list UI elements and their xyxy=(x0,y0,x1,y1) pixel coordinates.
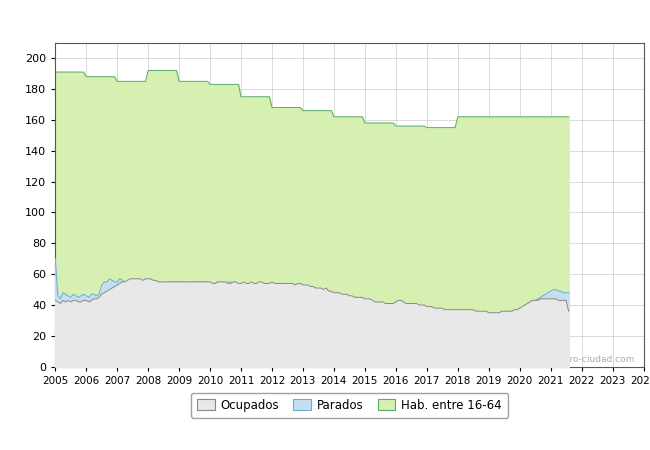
Text: http://www.foro-ciudad.com: http://www.foro-ciudad.com xyxy=(510,355,634,364)
Legend: Ocupados, Parados, Hab. entre 16-64: Ocupados, Parados, Hab. entre 16-64 xyxy=(191,393,508,418)
Text: La Masó - Evolucion de la poblacion en edad de Trabajar Mayo de 2024: La Masó - Evolucion de la poblacion en e… xyxy=(60,12,590,25)
